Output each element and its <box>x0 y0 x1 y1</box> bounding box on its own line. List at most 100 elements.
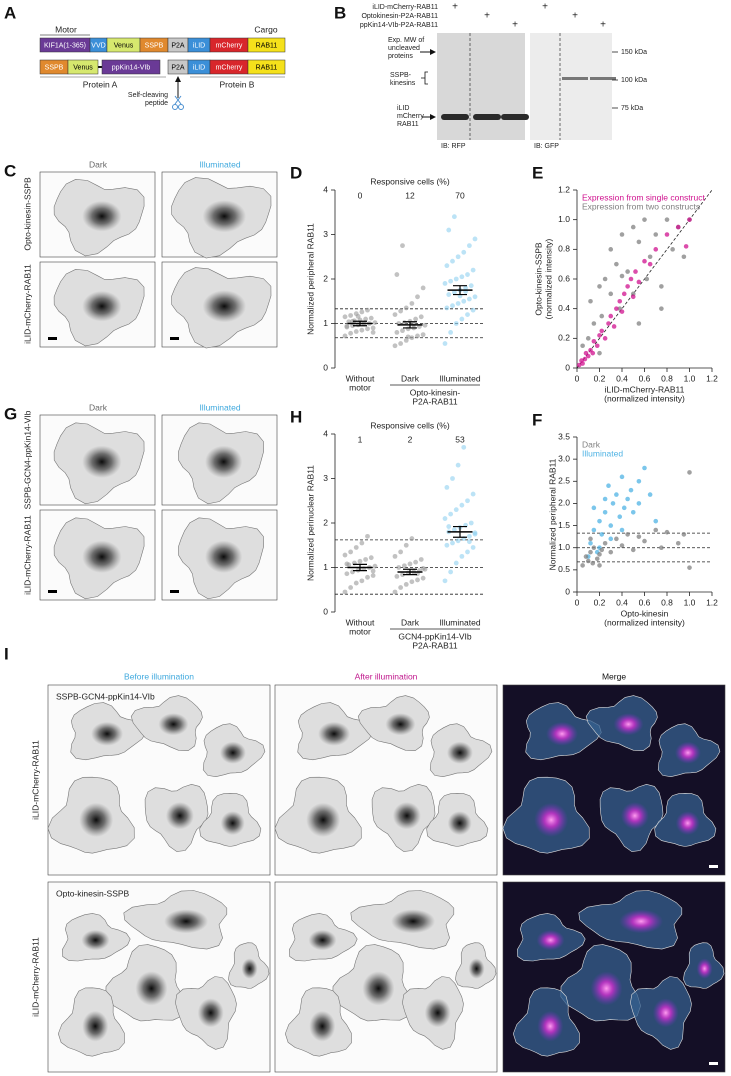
data-point <box>413 316 419 322</box>
data-point <box>608 536 614 542</box>
data-point <box>455 538 461 544</box>
panel-letter: D <box>290 163 302 182</box>
data-point <box>602 540 608 546</box>
plus-mark: + <box>484 11 490 22</box>
data-point <box>465 312 470 317</box>
blot <box>437 33 525 140</box>
data-point <box>370 568 376 574</box>
domain-label: Venus <box>114 42 134 49</box>
data-point <box>403 582 409 587</box>
data-point <box>614 536 619 542</box>
data-point <box>461 298 467 304</box>
data-point <box>453 321 459 326</box>
data-point <box>400 328 405 334</box>
x-tick-label: Dark <box>401 617 420 627</box>
data-point <box>355 313 361 319</box>
x-tick-label: 0 <box>575 373 580 383</box>
data-point <box>636 501 642 506</box>
band <box>562 77 588 80</box>
band-label: uncleaved <box>388 45 420 52</box>
data-point <box>403 542 409 548</box>
column-header: Illuminated <box>199 159 240 169</box>
data-point <box>461 249 467 255</box>
error-bar <box>353 563 367 572</box>
x-tick-label: 0.4 <box>616 597 628 607</box>
data-point <box>446 227 452 233</box>
data-point <box>619 232 625 237</box>
x-tick-label: Illuminated <box>439 373 480 383</box>
chart-title: Responsive cells (%) <box>370 420 450 430</box>
data-point <box>659 306 664 311</box>
data-point <box>619 309 625 314</box>
plus-mark: + <box>452 2 458 13</box>
column-header: Illuminated <box>199 402 240 412</box>
x-tick-label: Without <box>346 617 375 627</box>
plus-mark: + <box>572 11 578 22</box>
data-point <box>630 224 636 230</box>
data-point <box>392 312 398 317</box>
nucleus <box>696 958 713 979</box>
data-point <box>370 325 376 331</box>
data-point <box>344 571 350 577</box>
nucleus <box>82 1010 109 1042</box>
data-point <box>420 575 426 581</box>
data-point <box>348 313 354 318</box>
data-point <box>444 263 450 269</box>
nucleus <box>165 802 194 830</box>
data-point <box>459 553 465 559</box>
data-point <box>602 496 608 502</box>
data-point <box>450 476 455 481</box>
nucleus <box>308 929 337 951</box>
y-axis-label: Opto-kinesin-SSPB <box>533 242 543 316</box>
nucleus <box>82 200 122 232</box>
data-point <box>608 247 614 252</box>
domain-label: mCherry <box>216 64 243 71</box>
data-point <box>470 545 476 550</box>
y-tick-label: 0 <box>565 586 570 596</box>
data-point <box>359 540 365 546</box>
treatment-label: ppKin14-VIb-P2A-RAB11 <box>360 22 438 29</box>
legend-entry: Expression from two constructs <box>582 201 700 211</box>
data-point <box>453 507 459 513</box>
column-header: Dark <box>89 402 108 412</box>
y-tick-label: 1.0 <box>558 214 570 224</box>
data-point <box>472 236 478 242</box>
y-tick-label: 0.6 <box>558 273 570 283</box>
data-point <box>398 308 404 314</box>
data-point <box>444 542 450 548</box>
data-point <box>401 563 407 569</box>
nucleus <box>82 290 122 322</box>
data-point <box>422 322 428 328</box>
data-point <box>448 511 454 517</box>
x-tick-label: 0.4 <box>616 373 628 383</box>
data-point <box>683 244 689 249</box>
data-point <box>659 284 664 289</box>
data-point <box>636 534 642 539</box>
x-axis-label: (normalized intensity) <box>604 617 685 627</box>
treatment-label: Optokinesin-P2A-RAB11 <box>361 13 438 20</box>
row-label: iLID-mCherry-RAB11 <box>22 515 32 595</box>
data-point <box>465 498 470 504</box>
data-point <box>625 284 630 289</box>
nucleus <box>164 909 209 934</box>
data-point <box>597 284 602 289</box>
domain-label: Venus <box>73 64 93 71</box>
data-point <box>602 336 608 341</box>
x-tick-label: motor <box>349 382 371 392</box>
row-label: Opto-kinesin-SSPB <box>22 177 32 251</box>
data-point <box>647 254 653 260</box>
data-point <box>599 547 605 553</box>
y-tick-label: 3 <box>323 473 328 483</box>
data-point <box>415 333 420 339</box>
data-point <box>372 563 378 569</box>
data-point <box>472 530 478 536</box>
y-tick-label: 2 <box>323 517 328 527</box>
group-label: GCN4-ppKin14-VIb <box>398 631 472 641</box>
group-label: Opto-kinesin- <box>410 387 461 397</box>
data-point <box>687 565 692 570</box>
nucleus <box>675 811 700 836</box>
data-point <box>653 527 659 533</box>
data-point <box>608 313 614 319</box>
cargo-label: Cargo <box>254 24 277 34</box>
